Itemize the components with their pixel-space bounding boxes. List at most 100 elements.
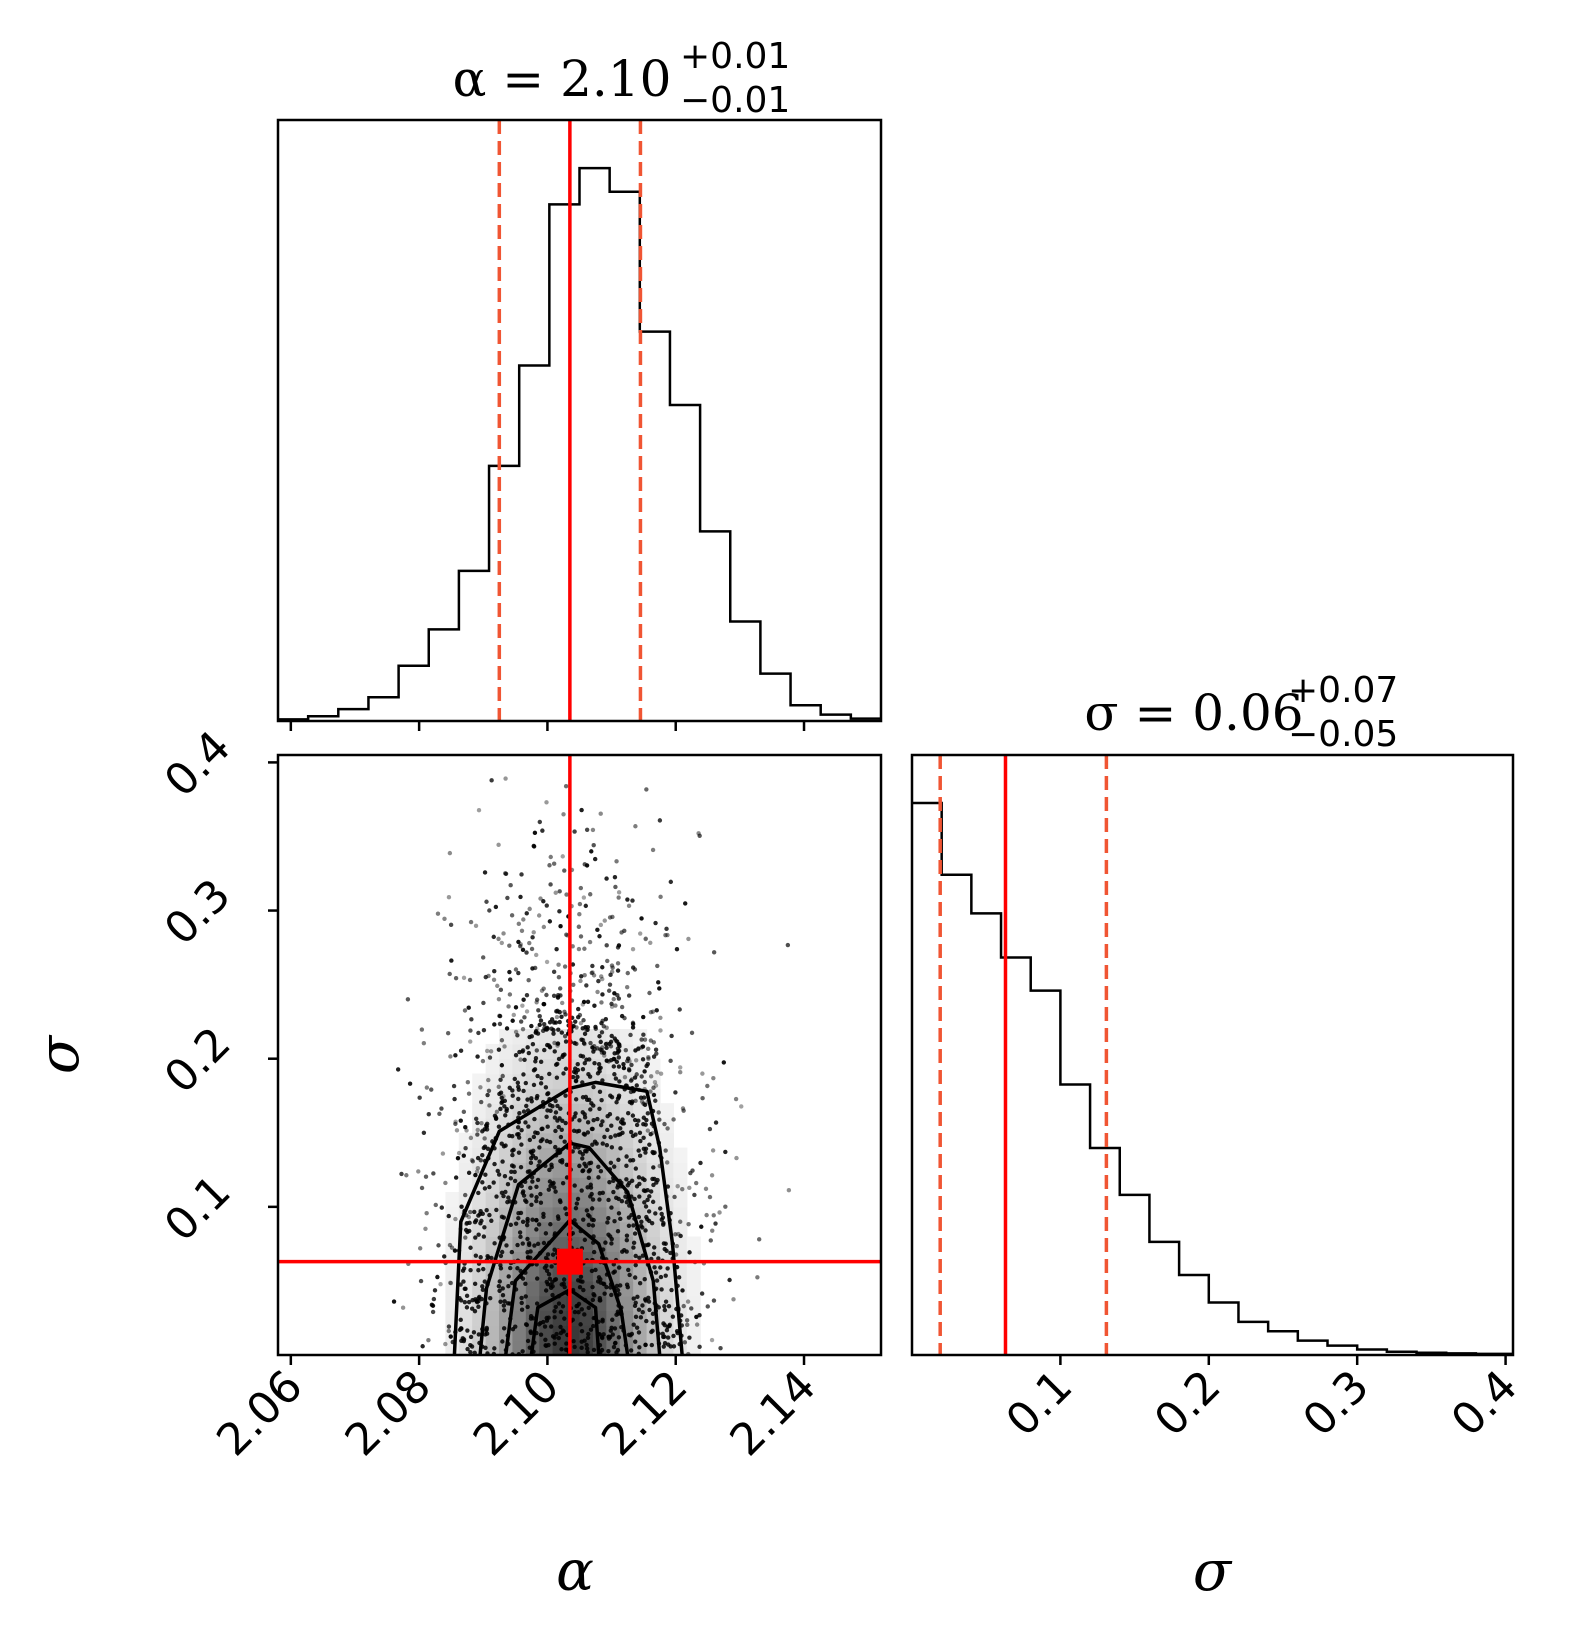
scatter-point bbox=[468, 1334, 474, 1340]
scatter-point bbox=[519, 1142, 524, 1147]
sigma-hist-xticks: 0.1 0.2 0.3 0.4 bbox=[997, 1355, 1527, 1446]
scatter-point bbox=[656, 980, 661, 985]
scatter-point bbox=[689, 1306, 694, 1311]
scatter-point bbox=[530, 966, 535, 971]
scatter-point bbox=[562, 964, 568, 969]
scatter-point bbox=[580, 1151, 585, 1157]
scatter-point bbox=[547, 1071, 552, 1077]
density-cell bbox=[472, 1147, 487, 1164]
scatter-point bbox=[531, 930, 536, 935]
scatter-point bbox=[482, 870, 488, 875]
scatter-point bbox=[598, 1122, 604, 1128]
scatter-point bbox=[648, 1131, 653, 1137]
scatter-point bbox=[446, 1328, 451, 1334]
scatter-point bbox=[504, 1243, 509, 1248]
scatter-point bbox=[558, 1199, 563, 1205]
scatter-point bbox=[510, 1152, 515, 1158]
scatter-point bbox=[519, 1300, 524, 1306]
scatter-point bbox=[519, 872, 524, 877]
scatter-point bbox=[596, 1275, 602, 1280]
density-cell bbox=[458, 1310, 473, 1326]
scatter-point bbox=[609, 1004, 615, 1009]
scatter-point bbox=[653, 1211, 658, 1216]
density-cell bbox=[659, 1280, 674, 1297]
scatter-point bbox=[546, 1272, 552, 1277]
alpha-hist-bin-8 bbox=[519, 366, 549, 721]
scatter-point bbox=[486, 1077, 491, 1083]
scatter-point bbox=[591, 1117, 596, 1123]
scatter-point bbox=[653, 1098, 658, 1103]
density-cell bbox=[686, 1266, 701, 1282]
scatter-point bbox=[471, 1330, 477, 1335]
scatter-point bbox=[609, 1033, 614, 1039]
scatter-point bbox=[563, 1093, 568, 1098]
scatter-point bbox=[649, 1329, 654, 1335]
scatter-point bbox=[618, 1216, 623, 1222]
scatter-point bbox=[669, 1033, 674, 1039]
sigma-hist-marks bbox=[912, 755, 1513, 1355]
scatter-point bbox=[545, 1252, 551, 1257]
sigma-hist-bin-11 bbox=[1238, 1322, 1268, 1355]
scatter-point bbox=[550, 1292, 555, 1298]
scatter-point bbox=[623, 1047, 629, 1053]
scatter-point bbox=[621, 1121, 627, 1126]
scatter-point bbox=[539, 988, 545, 993]
scatter-point bbox=[600, 1141, 605, 1146]
scatter-point bbox=[453, 1119, 458, 1124]
scatter-point bbox=[599, 1334, 605, 1340]
contour-1-sigma bbox=[503, 1218, 630, 1355]
scatter-point bbox=[468, 1245, 473, 1250]
scatter-point bbox=[739, 1104, 744, 1109]
scatter-point bbox=[501, 1215, 507, 1220]
alpha-x-tick-label-3: 2.12 bbox=[592, 1361, 697, 1466]
scatter-point bbox=[671, 1333, 676, 1339]
scatter-point bbox=[476, 1298, 481, 1304]
scatter-point bbox=[503, 1113, 508, 1118]
sigma-y-tick-label-3: 0.4 bbox=[155, 721, 241, 807]
scatter-point bbox=[553, 1144, 558, 1150]
scatter-point bbox=[643, 936, 648, 942]
scatter-point bbox=[535, 1241, 541, 1247]
scatter-point bbox=[504, 1108, 509, 1114]
scatter-point bbox=[676, 1275, 682, 1280]
scatter-point bbox=[502, 1104, 507, 1109]
scatter-point bbox=[678, 1233, 683, 1239]
joint-frame bbox=[276, 753, 883, 1357]
scatter-point bbox=[513, 1221, 519, 1226]
scatter-point bbox=[506, 1274, 511, 1279]
scatter-point bbox=[689, 1030, 695, 1036]
density-cell bbox=[512, 1325, 527, 1341]
scatter-point bbox=[561, 1277, 567, 1282]
scatter-point bbox=[582, 1312, 587, 1317]
density-cell bbox=[619, 1162, 634, 1178]
scatter-point bbox=[591, 1347, 597, 1353]
scatter-point bbox=[586, 1305, 591, 1311]
scatter-point bbox=[516, 1131, 521, 1137]
scatter-point bbox=[503, 776, 508, 781]
scatter-point bbox=[573, 1066, 578, 1071]
scatter-point bbox=[631, 1322, 636, 1327]
scatter-point bbox=[480, 1058, 486, 1064]
scatter-point bbox=[602, 918, 607, 923]
scatter-point bbox=[685, 1299, 691, 1304]
scatter-point bbox=[681, 1303, 686, 1309]
scatter-point bbox=[584, 827, 590, 832]
scatter-point bbox=[538, 1018, 544, 1023]
scatter-point bbox=[563, 1039, 569, 1044]
density-cell bbox=[673, 1147, 688, 1164]
scatter-point bbox=[607, 915, 613, 920]
scatter-point bbox=[519, 1127, 524, 1133]
scatter-point bbox=[513, 1005, 519, 1010]
scatter-point bbox=[596, 1164, 601, 1169]
alpha-hist-bin-6 bbox=[459, 571, 489, 721]
scatter-point bbox=[642, 1177, 647, 1183]
scatter-point bbox=[549, 1162, 554, 1167]
scatter-point bbox=[544, 959, 550, 965]
scatter-point bbox=[632, 1231, 638, 1236]
scatter-point bbox=[572, 1309, 578, 1315]
scatter-point bbox=[685, 1322, 690, 1328]
scatter-point bbox=[553, 1277, 559, 1282]
scatter-point bbox=[674, 947, 680, 952]
scatter-point bbox=[448, 1280, 453, 1286]
scatter-point bbox=[624, 1237, 630, 1243]
